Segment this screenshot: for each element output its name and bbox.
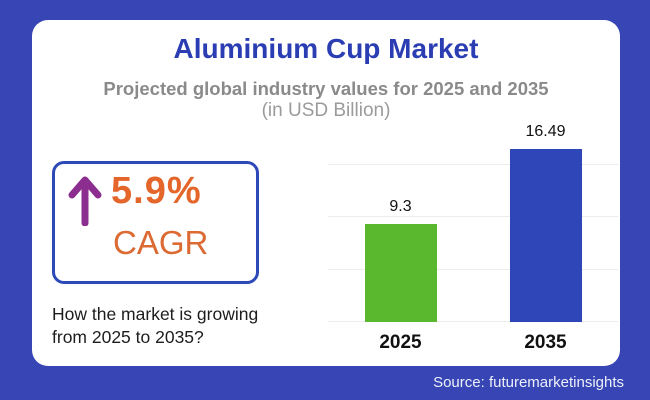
source-credit: Source: futuremarketinsights [433,374,624,391]
cagr-box: 5.9% CAGR [52,161,259,284]
unit-note: (in USD Billion) [261,100,391,121]
gridline [328,268,618,270]
cagr-value: 5.9% [111,170,202,212]
x-axis-label: 2025 [379,332,422,353]
page-subtitle: Projected global industry values for 202… [103,78,549,99]
bar-2035 [509,148,582,322]
bar-value-label: 16.49 [525,122,566,140]
gridline [328,216,618,217]
bar-2025 [364,224,437,322]
growth-caption: How the market is growing from 2025 to 2… [52,304,259,347]
cagr-label: CAGR [113,224,209,261]
infographic-card: Aluminium Cup Market Projected global in… [32,20,620,366]
gridline [328,163,618,165]
bar-chart: 9.3 2025 16.49 2035 [328,122,618,353]
bar-value-label: 9.3 [389,198,412,216]
page-title: Aluminium Cup Market [173,33,479,64]
x-axis-baseline [328,321,618,322]
x-axis-label: 2035 [524,332,567,353]
up-arrow-icon [68,176,102,226]
